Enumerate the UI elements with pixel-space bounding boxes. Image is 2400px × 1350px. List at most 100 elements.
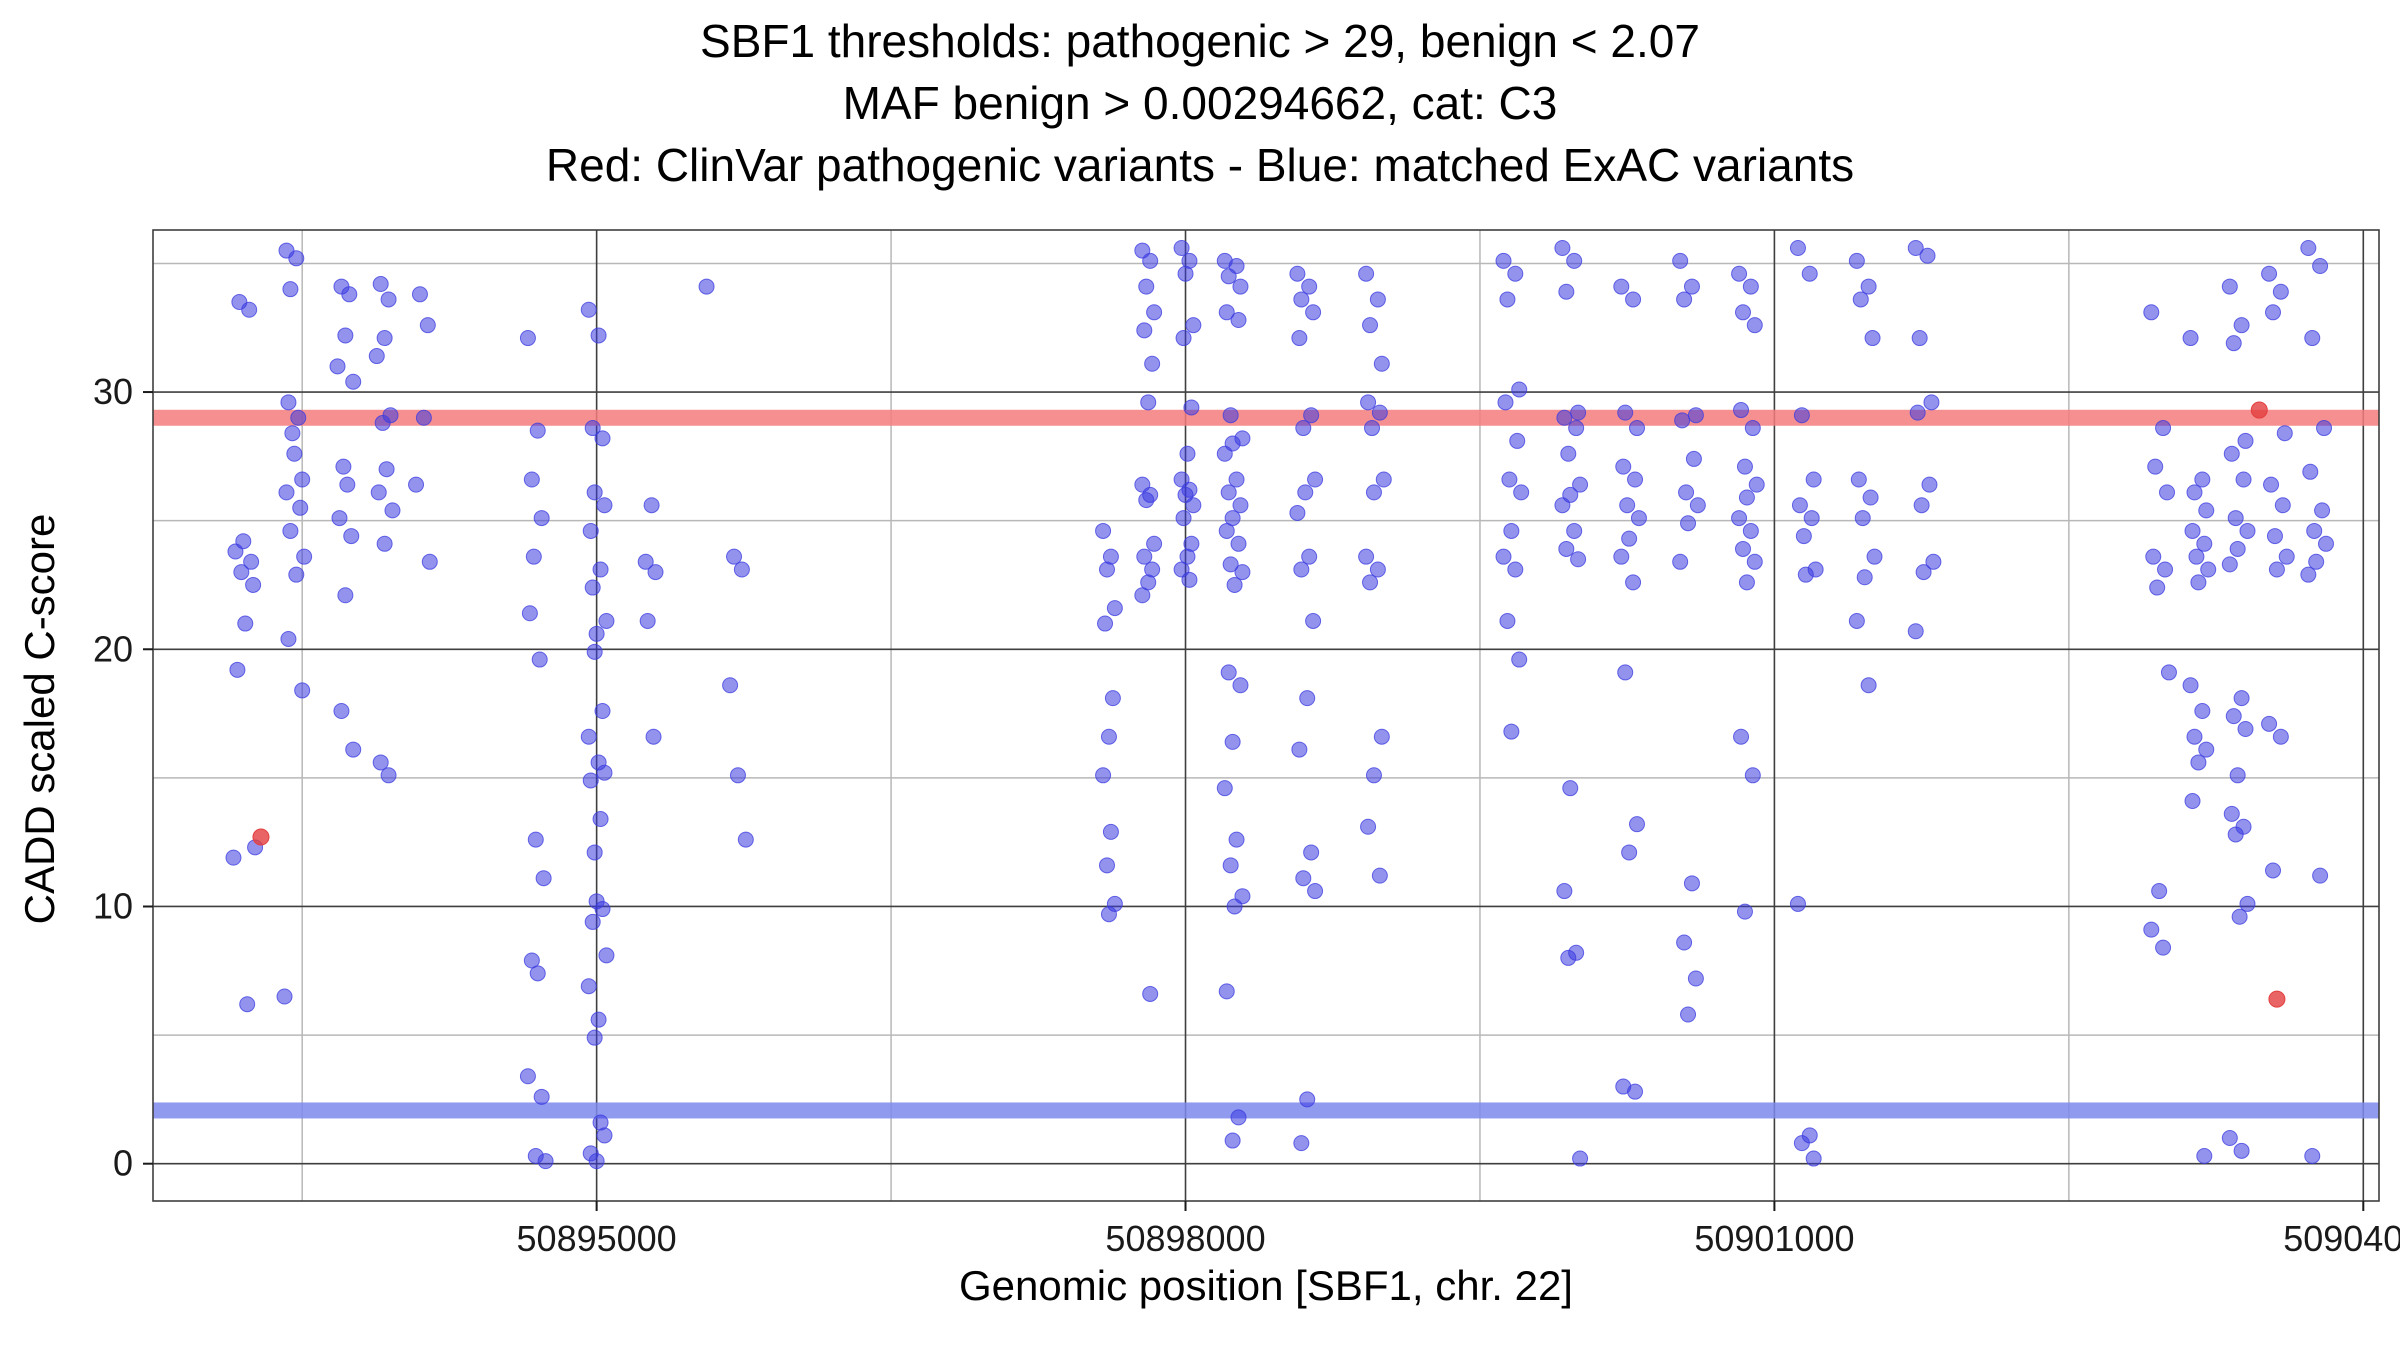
data-point [333, 702, 350, 719]
data-point [1746, 553, 1763, 570]
data-point [1220, 268, 1237, 285]
data-point [2186, 728, 2203, 745]
data-point [1556, 883, 1573, 900]
data-point [374, 414, 391, 431]
data-point [1674, 412, 1691, 429]
data-point [227, 543, 244, 560]
data-point [294, 471, 311, 488]
data-point [535, 870, 552, 887]
data-point [2186, 484, 2203, 501]
data-point [1220, 484, 1237, 501]
data-point [2263, 476, 2280, 493]
data-point [370, 484, 387, 501]
data-point [1303, 407, 1320, 424]
data-point [1568, 420, 1585, 437]
data-point [1860, 677, 1877, 694]
data-point [288, 566, 305, 583]
data-point [1805, 471, 1822, 488]
data-point [594, 702, 611, 719]
data-point [1562, 780, 1579, 797]
data-point [584, 420, 601, 437]
data-point [1748, 476, 1765, 493]
data-point [290, 409, 307, 426]
data-point [2190, 754, 2207, 771]
data-point [1224, 733, 1241, 750]
data-point [1301, 548, 1318, 565]
data-point [1289, 504, 1306, 521]
data-point [1371, 404, 1388, 421]
data-point [2300, 566, 2317, 583]
data-point [1744, 420, 1761, 437]
data-point [1915, 564, 1932, 581]
data-point [380, 291, 397, 308]
data-point [337, 587, 354, 604]
data-point [1511, 381, 1528, 398]
data-point [245, 576, 262, 593]
data-point [1923, 394, 1940, 411]
data-point [598, 947, 615, 964]
data-point [1793, 407, 1810, 424]
data-point [729, 767, 746, 784]
data-point [1232, 278, 1249, 295]
data-point [280, 394, 297, 411]
data-point [1570, 404, 1587, 421]
data-point [1224, 1132, 1241, 1149]
data-point [1736, 903, 1753, 920]
data-point [2227, 826, 2244, 843]
data-point [1291, 330, 1308, 347]
data-point [645, 728, 662, 745]
data-point [2151, 883, 2168, 900]
data-point [2194, 471, 2211, 488]
data-point [2233, 1142, 2250, 1159]
data-point [2221, 278, 2238, 295]
data-point [1805, 1150, 1822, 1167]
data-point [2227, 510, 2244, 527]
data-point [1852, 291, 1869, 308]
data-point [2221, 556, 2238, 573]
data-point [237, 615, 254, 632]
data-point [2233, 317, 2250, 334]
data-point [294, 682, 311, 699]
data-point [537, 1153, 554, 1170]
data-point [1218, 522, 1235, 539]
data-point [1507, 265, 1524, 282]
data-point [1629, 816, 1645, 833]
data-point [588, 1153, 605, 1170]
data-point [2272, 728, 2289, 745]
data-point [1627, 1083, 1644, 1100]
data-point [639, 612, 656, 629]
data-point [1138, 278, 1155, 295]
data-point [580, 978, 597, 995]
data-point [1554, 497, 1571, 514]
data-point [1222, 556, 1239, 573]
data-point [1672, 252, 1689, 269]
data-point [415, 409, 432, 426]
data-point [594, 901, 611, 918]
data-point [1687, 970, 1704, 987]
data-point [1860, 278, 1877, 295]
data-point [521, 605, 538, 622]
data-point [1672, 553, 1689, 570]
data-point [1102, 823, 1119, 840]
data-point [637, 553, 654, 570]
data-point [1104, 690, 1121, 707]
data-point [1358, 548, 1375, 565]
data-point [2304, 330, 2321, 347]
x-axis-label: Genomic position [SBF1, chr. 22] [959, 1262, 1573, 1309]
data-point [586, 484, 603, 501]
data-point [533, 510, 550, 527]
data-point [1230, 1109, 1247, 1126]
data-point [378, 461, 395, 478]
data-point [243, 553, 260, 570]
data-point [384, 502, 401, 519]
data-point [2221, 1129, 2238, 1146]
data-point [533, 1088, 550, 1105]
data-point [596, 1127, 613, 1144]
data-point [292, 499, 309, 516]
data-point [1218, 983, 1235, 1000]
data-point [2272, 283, 2289, 300]
data-point [1097, 615, 1114, 632]
data-point [1613, 548, 1630, 565]
data-point [1230, 535, 1247, 552]
data-point [2304, 1147, 2321, 1164]
